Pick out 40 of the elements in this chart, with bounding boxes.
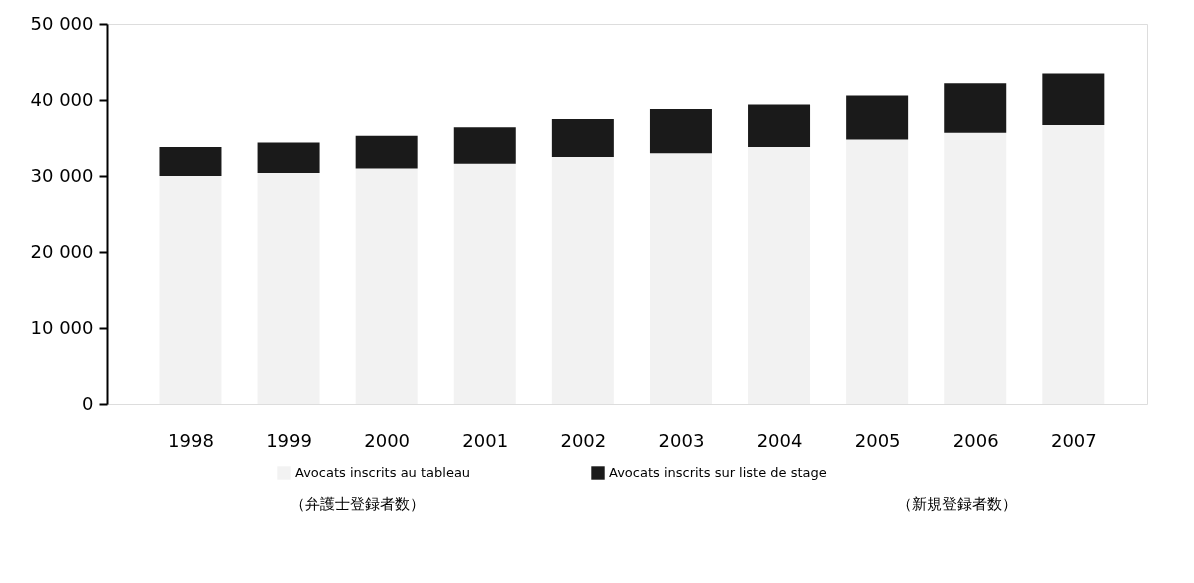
y-tick-label: 10 000 [30,316,94,338]
legend-label: Avocats inscrits sur liste de stage [609,465,827,480]
text: （弁護士登録者数） [289,495,425,513]
bar [748,147,811,404]
x-tick-label: 2007 [1050,429,1097,451]
x-tick-label: 2003 [658,429,705,451]
text: （新規登録者数） [897,495,1017,513]
bar [551,157,614,404]
bar [1042,125,1105,404]
y-tick-label: 50 000 [30,12,94,34]
legend-label: Avocats inscrits au tableau [295,465,471,480]
bar [944,132,1007,404]
x-tick-label: 1998 [168,429,214,451]
y-tick-label: 30 000 [30,164,94,186]
bar [159,176,222,404]
x-tick-label: 2006 [952,429,999,451]
bar [551,119,614,157]
bar [649,109,712,154]
y-tick-label: 40 000 [30,88,94,110]
x-tick-label: 1999 [266,429,312,451]
bar [355,168,418,404]
bar [846,139,909,404]
bar [649,153,712,404]
x-tick-label: 2002 [560,429,607,451]
x-tick-label: 2001 [462,429,509,451]
bar [159,147,222,176]
x-tick-label: 2004 [756,429,803,451]
bar [257,142,320,173]
y-tick-label: 20 000 [30,240,94,262]
bar [846,95,909,140]
bar [355,135,418,169]
bar [257,172,320,404]
bar [453,127,516,164]
y-tick-label: 0 [82,392,94,414]
x-tick-label: 2005 [854,429,901,451]
bar [944,83,1007,133]
bar [748,104,811,148]
bar [453,163,516,404]
bar [1042,73,1105,126]
x-tick-label: 2000 [364,429,411,451]
